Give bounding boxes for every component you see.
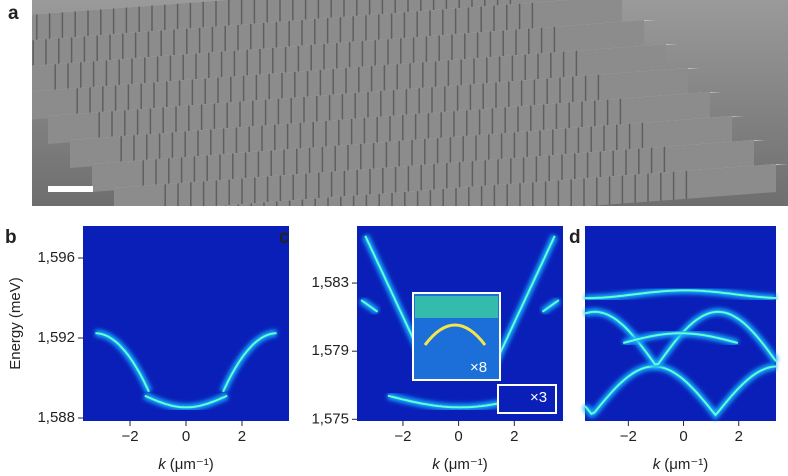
x-tick-label: −2 xyxy=(394,428,411,445)
band xyxy=(360,299,379,313)
y-tick-label: 1,579 xyxy=(311,342,349,359)
x-tick-label: 2 xyxy=(238,428,246,445)
band xyxy=(585,289,777,300)
y-tick-label: 1,596 xyxy=(37,249,75,266)
x-axis-label: k (μm⁻¹) xyxy=(432,456,488,473)
band xyxy=(492,235,556,369)
x-tick-label: −2 xyxy=(121,428,138,445)
x-axis-label: k (μm⁻¹) xyxy=(158,456,214,473)
panel-label: a xyxy=(8,3,19,24)
heatmap xyxy=(83,226,289,421)
band xyxy=(95,332,150,393)
sem-bar-face xyxy=(32,44,666,120)
y-tick-label: 1,575 xyxy=(311,410,349,427)
y-tick-label: 1,588 xyxy=(37,409,75,426)
panel-label: c xyxy=(279,227,290,248)
y-tick-label: 1,583 xyxy=(311,274,349,291)
x-tick-label: −2 xyxy=(620,428,637,445)
spectrum-bands xyxy=(582,286,779,421)
x-axis-var: k xyxy=(432,456,441,473)
inset-label: ×8 xyxy=(470,359,487,376)
x-tick-label: 0 xyxy=(182,428,190,445)
band xyxy=(584,365,777,417)
x-axis-var: k xyxy=(158,456,167,473)
x-tick-label: 0 xyxy=(454,428,462,445)
x-tick-label: 0 xyxy=(679,428,687,445)
inset-band xyxy=(415,296,498,318)
x-tick-label: 2 xyxy=(735,428,743,445)
x-tick-label: 2 xyxy=(510,428,518,445)
inset-arc xyxy=(423,323,487,346)
x-axis-unit: (μm⁻¹) xyxy=(170,456,214,473)
x-axis-unit: (μm⁻¹) xyxy=(664,456,708,473)
panel-label: b xyxy=(5,227,17,248)
y-axis-label: Energy (meV) xyxy=(7,277,24,370)
x-axis-var: k xyxy=(653,456,662,473)
panel-label: d xyxy=(569,227,581,248)
x-axis-label: k (μm⁻¹) xyxy=(653,456,709,473)
inset-label: ×3 xyxy=(530,389,547,406)
inset xyxy=(497,384,557,414)
scale-bar xyxy=(48,186,93,192)
band xyxy=(144,394,228,409)
band xyxy=(222,332,277,393)
sem-bar-face xyxy=(216,164,776,206)
y-tick-label: 1,592 xyxy=(37,329,75,346)
sem-structures xyxy=(32,0,788,206)
spectrum-bands xyxy=(95,329,277,411)
band xyxy=(541,299,560,313)
x-axis-unit: (μm⁻¹) xyxy=(444,456,488,473)
band xyxy=(622,332,739,344)
